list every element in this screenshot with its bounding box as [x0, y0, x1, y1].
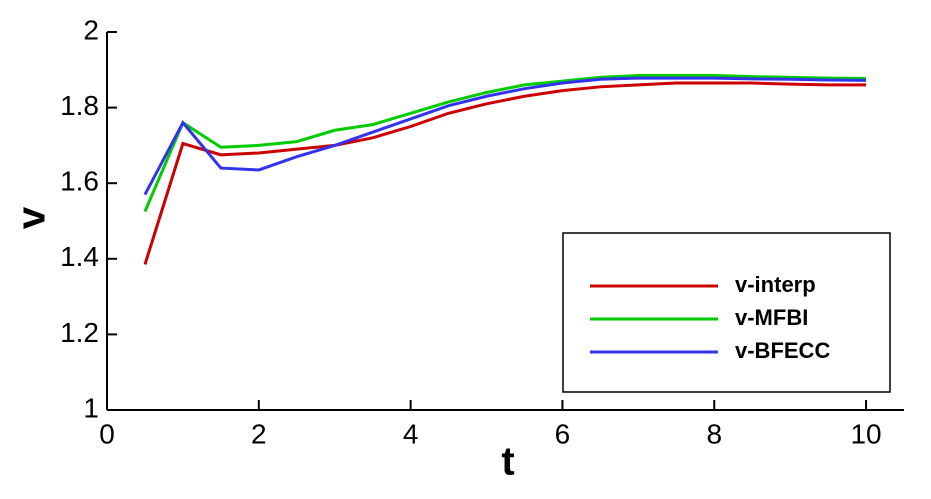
legend-box — [562, 232, 891, 393]
y-tick-label: 2 — [83, 14, 99, 45]
x-tick-label: 0 — [99, 418, 115, 449]
series-line — [143, 76, 867, 196]
legend-label: v-MFBI — [735, 305, 808, 330]
series-line — [143, 81, 867, 265]
x-tick-label: 4 — [403, 418, 419, 449]
x-tick-label: 10 — [850, 418, 881, 449]
series-line — [143, 73, 867, 213]
x-tick-label: 8 — [706, 418, 722, 449]
y-tick-label: 1.8 — [60, 90, 99, 121]
legend-label: v-BFECC — [735, 338, 830, 363]
y-axis-label: v — [10, 206, 54, 229]
y-tick-label: 1.4 — [60, 241, 99, 272]
legend-label: v-interp — [735, 272, 816, 297]
x-axis-label: t — [501, 440, 514, 484]
y-tick-label: 1.2 — [60, 317, 99, 348]
x-tick-label: 6 — [555, 418, 571, 449]
x-tick-label: 2 — [251, 418, 267, 449]
y-tick-label: 1 — [83, 392, 99, 423]
y-tick-label: 1.6 — [60, 166, 99, 197]
